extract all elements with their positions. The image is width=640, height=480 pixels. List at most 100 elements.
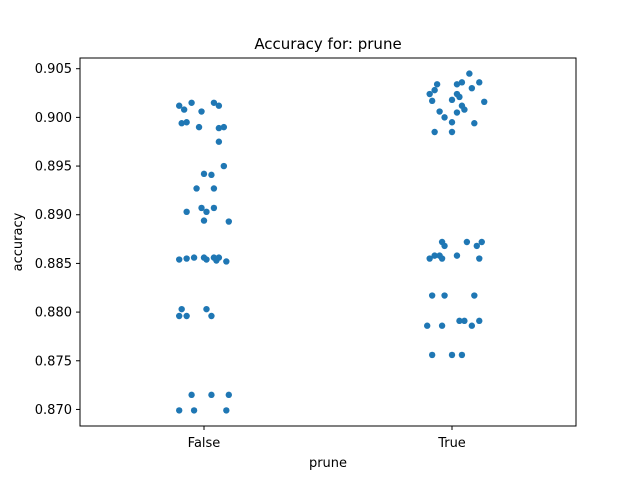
data-point	[176, 256, 183, 263]
data-point	[203, 208, 210, 216]
y-axis: 0.870 0.875 0.880 0.885 0.890 0.895 0.900 0.905	[35, 62, 80, 418]
data-point	[473, 242, 480, 250]
data-point	[438, 255, 446, 262]
data-point	[476, 317, 483, 325]
series-false	[176, 99, 232, 414]
data-point	[225, 391, 232, 399]
data-point	[195, 123, 203, 131]
data-point	[471, 120, 478, 127]
x-tick-label: True	[437, 436, 466, 451]
data-point	[471, 292, 478, 299]
data-point	[190, 254, 198, 261]
data-point	[215, 102, 223, 109]
y-tick-label: 0.895	[35, 160, 72, 175]
data-point	[223, 258, 230, 265]
data-point	[183, 208, 190, 216]
data-point	[190, 407, 198, 414]
data-point	[208, 171, 215, 179]
y-axis-label: accuracy	[11, 212, 26, 271]
data-point	[441, 114, 448, 121]
data-point	[220, 162, 228, 170]
data-point	[448, 128, 456, 136]
data-point	[183, 119, 190, 126]
data-point	[468, 322, 476, 329]
data-point	[198, 108, 205, 115]
data-point	[466, 70, 473, 77]
y-tick-label: 0.870	[35, 403, 72, 418]
data-point	[215, 124, 223, 132]
data-point	[210, 204, 218, 212]
y-tick-label: 0.905	[35, 62, 72, 77]
data-point	[180, 106, 188, 113]
data-point	[210, 185, 218, 192]
data-point	[220, 123, 228, 131]
data-point	[215, 254, 223, 261]
data-point	[448, 119, 456, 126]
data-point	[468, 84, 476, 92]
y-tick-label: 0.875	[35, 354, 72, 369]
data-point	[476, 79, 483, 86]
x-axis: False True	[188, 426, 466, 451]
data-point	[183, 255, 190, 262]
y-tick-label: 0.890	[35, 208, 72, 223]
data-point	[176, 102, 183, 109]
data-point	[478, 238, 485, 246]
data-point	[456, 93, 463, 101]
data-point	[178, 305, 185, 313]
data-point	[476, 255, 483, 262]
data-point	[453, 109, 461, 116]
data-point	[198, 204, 205, 212]
data-point	[431, 252, 438, 259]
data-point	[428, 292, 436, 299]
data-point	[461, 317, 468, 325]
y-tick-label: 0.900	[35, 111, 72, 126]
data-point	[178, 120, 185, 127]
data-point	[208, 391, 215, 399]
data-point	[203, 256, 210, 263]
data-point	[448, 96, 456, 104]
data-point	[461, 106, 468, 113]
data-point	[215, 138, 223, 145]
data-point	[426, 255, 433, 262]
y-tick-label: 0.885	[35, 257, 72, 272]
data-point	[428, 351, 436, 359]
data-point	[176, 407, 183, 414]
data-point	[463, 238, 471, 246]
data-point	[458, 351, 466, 359]
data-point	[436, 108, 443, 115]
y-tick-label: 0.880	[35, 306, 72, 321]
data-point	[458, 79, 466, 86]
data-point	[431, 128, 438, 136]
data-point	[441, 242, 448, 250]
data-point	[431, 86, 438, 94]
data-point	[225, 218, 232, 225]
data-point	[456, 317, 463, 325]
data-point	[188, 391, 195, 399]
data-point	[424, 322, 431, 329]
data-point	[448, 351, 456, 359]
data-point	[200, 217, 208, 224]
plot-frame	[79, 57, 577, 427]
x-axis-label: prune	[309, 456, 347, 471]
data-point	[208, 312, 215, 320]
data-point	[426, 90, 433, 98]
plot-area	[176, 70, 488, 414]
data-point	[441, 292, 448, 299]
data-point	[428, 97, 436, 105]
data-point	[188, 99, 195, 106]
data-point	[481, 98, 488, 106]
data-point	[200, 170, 208, 178]
x-tick-label: False	[188, 436, 221, 451]
data-point	[433, 81, 441, 88]
data-point	[203, 305, 210, 313]
data-point	[438, 322, 446, 329]
data-point	[183, 312, 190, 320]
data-point	[193, 185, 200, 192]
data-point	[453, 81, 461, 88]
data-point	[210, 99, 218, 106]
data-point	[176, 312, 183, 320]
data-point	[453, 252, 461, 259]
chart-title: Accuracy for: prune	[254, 35, 401, 53]
